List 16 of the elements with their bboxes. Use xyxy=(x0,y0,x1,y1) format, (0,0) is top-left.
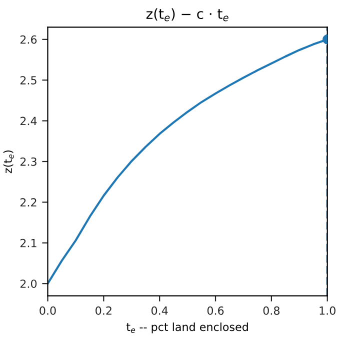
y-tick-label: 2.0 xyxy=(20,280,37,288)
y-tick-label: 2.5 xyxy=(20,76,36,84)
x-tick-label: 1.0 xyxy=(320,306,336,315)
x-axis-title: t$_{e}$ -- pct land enclosed xyxy=(126,322,248,334)
x-tick-label: 0.6 xyxy=(207,306,224,315)
y-axis-title: z(t$_{e}$) xyxy=(3,150,14,174)
chart-title: z(t$_{e}$) − c · t$_{e}$ xyxy=(146,8,228,22)
y-tick-label: 2.1 xyxy=(20,238,36,248)
x-tick-label: 0.0 xyxy=(40,306,56,315)
y-tick-label: 2.3 xyxy=(20,157,36,166)
x-tick-label: 0.2 xyxy=(96,306,112,315)
y-tick-label: 2.6 xyxy=(20,35,37,44)
x-tick-label: 0.8 xyxy=(263,306,280,315)
x-tick-label: 0.4 xyxy=(151,306,168,315)
y-tick-label: 2.4 xyxy=(20,116,37,126)
y-tick-label: 2.2 xyxy=(20,198,36,206)
